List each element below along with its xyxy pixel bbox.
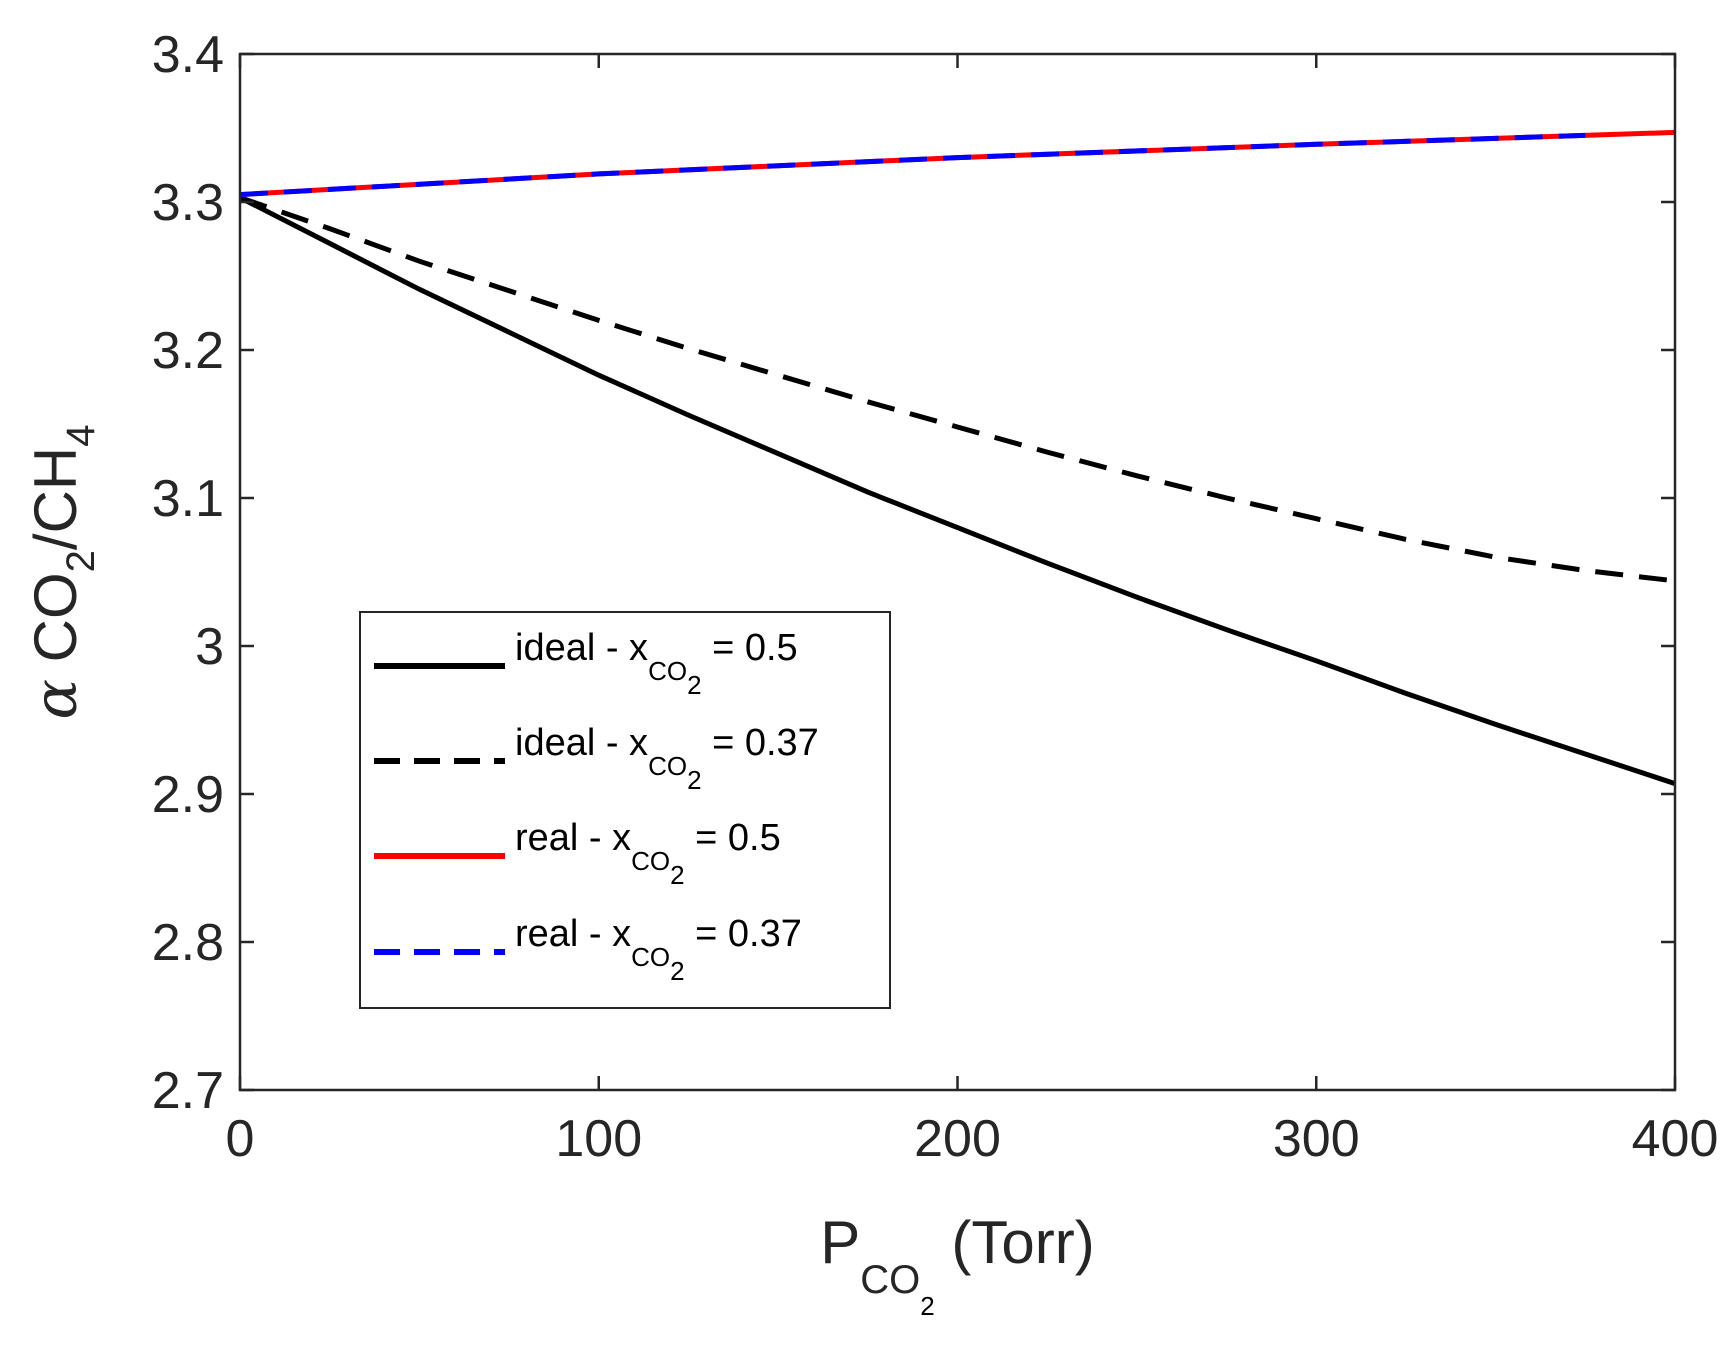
- legend-label-pre: real - x: [515, 913, 631, 955]
- y-axis-label-sub1: 2: [59, 550, 103, 572]
- y-tick-label: 3: [195, 618, 224, 676]
- x-axis-label-sub2: 2: [920, 1291, 934, 1321]
- y-axis-label: α CO2/CH4: [21, 424, 103, 719]
- legend-label-1: ideal - xCO2 = 0.5: [515, 627, 798, 700]
- legend-label-post: = 0.37: [702, 722, 819, 764]
- y-tick-label: 2.8: [152, 914, 224, 972]
- x-tick-label: 100: [555, 1110, 642, 1168]
- y-tick-label: 3.4: [152, 26, 224, 84]
- legend-box: [359, 611, 891, 1009]
- y-axis-label-mid: /CH: [22, 447, 89, 550]
- y-axis-label-pre: CO: [22, 572, 89, 679]
- x-axis-label-sub1: CO: [860, 1258, 920, 1302]
- legend-label-sub2: 2: [670, 956, 684, 986]
- series-line-4: [239, 132, 1586, 198]
- x-tick-label: 0: [226, 1110, 255, 1168]
- legend-label-sub2: 2: [687, 670, 701, 700]
- series-layer: [238, 129, 1676, 786]
- legend-label-pre: ideal - x: [515, 722, 648, 764]
- y-axis-label-alpha: α: [21, 679, 91, 720]
- legend-label-sub1: CO: [648, 656, 687, 686]
- legend-label-sub2: 2: [670, 860, 684, 890]
- x-axis-label-main: P: [820, 1209, 860, 1276]
- legend-label-post: = 0.5: [685, 817, 781, 859]
- x-axis-label-suffix: (Torr): [935, 1209, 1095, 1276]
- y-tick-label: 3.1: [152, 470, 224, 528]
- legend-label-3: real - xCO2 = 0.5: [515, 817, 781, 890]
- series-line-1: [238, 195, 1676, 786]
- y-axis-label-sub2: 4: [59, 424, 103, 446]
- y-tick-label: 2.7: [152, 1062, 224, 1120]
- x-axis-label: PCO2 (Torr): [820, 1209, 1094, 1321]
- y-tick-label: 3.2: [152, 322, 224, 380]
- y-tick-label: 2.9: [152, 766, 224, 824]
- legend-label-post: = 0.5: [702, 627, 798, 669]
- legend-label-2: ideal - xCO2 = 0.37: [515, 722, 819, 795]
- x-tick-label: 300: [1273, 1110, 1360, 1168]
- x-tick-label: 400: [1632, 1110, 1719, 1168]
- legend-label-pre: ideal - x: [515, 627, 648, 669]
- legend-label-sub2: 2: [687, 765, 701, 795]
- series-line-2: [239, 195, 1676, 584]
- legend-label-sub1: CO: [648, 751, 687, 781]
- legend-label-sub1: CO: [631, 846, 670, 876]
- legend-label-pre: real - x: [515, 817, 631, 859]
- legend-label-4: real - xCO2 = 0.37: [515, 913, 802, 986]
- x-tick-label: 200: [914, 1110, 1001, 1168]
- legend-label-post: = 0.37: [685, 913, 802, 955]
- y-tick-label: 3.3: [152, 174, 224, 232]
- legend-label-sub1: CO: [631, 942, 670, 972]
- ticks-layer: 0 100 200 300 400 2.7 2.8 2.9 3 3.1 3.2 3.3 3.4: [152, 26, 1719, 1168]
